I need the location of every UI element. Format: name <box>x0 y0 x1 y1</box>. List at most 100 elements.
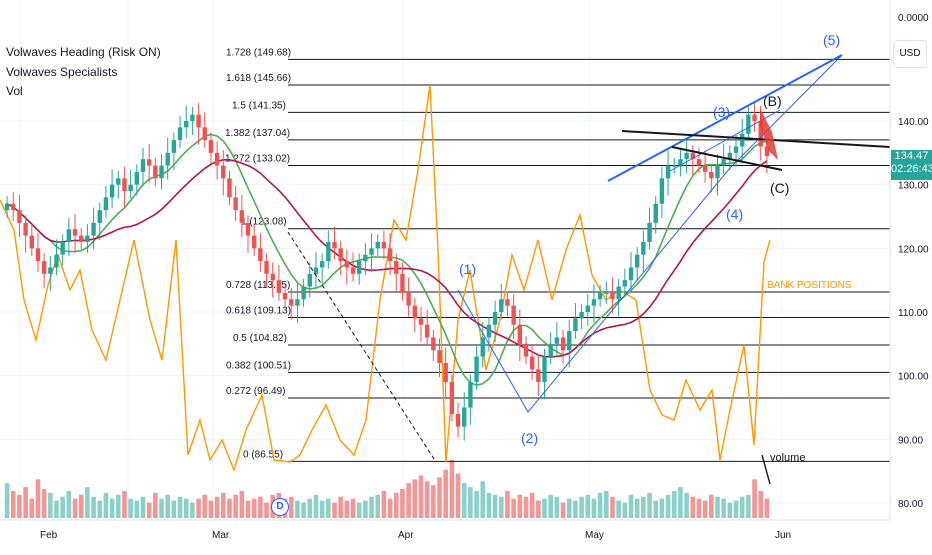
candle-body <box>387 248 393 262</box>
candle-body <box>733 146 739 153</box>
resistance-line <box>621 130 891 148</box>
volume-bar <box>529 492 535 518</box>
candle-body <box>418 318 424 325</box>
price-tick-label: 140.00 <box>898 117 929 128</box>
candle-body <box>177 127 183 141</box>
candle-body <box>338 248 343 262</box>
volume-bar <box>78 494 84 518</box>
volume-bar <box>517 494 523 518</box>
volume-bar <box>566 498 572 518</box>
candle-body <box>313 267 319 274</box>
fib-level-label: 0.5 (104.82) <box>233 333 287 344</box>
time-tick-label: Mar <box>212 530 230 541</box>
wave-label: (5) <box>823 32 840 48</box>
last-price-tag: 134.47 02:26:43 <box>891 150 932 180</box>
wave-label: (3) <box>713 104 730 120</box>
volume-bar <box>733 500 739 518</box>
volume-bar <box>239 490 245 518</box>
candle-body <box>715 165 720 179</box>
volume-bar <box>752 479 757 518</box>
volume-bar <box>214 496 220 518</box>
candle-body <box>289 299 294 306</box>
volume-bar <box>764 498 770 518</box>
candle-body <box>486 324 492 338</box>
volume-bar <box>443 469 448 518</box>
volume-bar <box>498 496 504 518</box>
volume-bar <box>492 494 498 518</box>
candle-body <box>517 324 523 344</box>
candle-body <box>146 159 152 166</box>
volume-bar <box>220 492 226 518</box>
volume-bar <box>190 502 195 518</box>
candle-body <box>11 203 16 211</box>
volume-bar <box>560 502 566 518</box>
volume-bar <box>387 498 393 518</box>
candle-body <box>363 254 368 262</box>
candle-body <box>567 331 572 351</box>
candle-body <box>412 305 417 319</box>
volume-bar <box>702 500 708 518</box>
candle-body <box>79 235 84 242</box>
candle-body <box>41 261 47 274</box>
fib-level-label: 1.382 (137.04) <box>225 128 290 139</box>
volume-bar <box>17 494 22 518</box>
volume-bar <box>326 498 331 518</box>
volume-bar <box>542 498 547 518</box>
volume-bar <box>659 498 665 518</box>
fib-level-label: 1.728 (149.68) <box>226 47 291 58</box>
candle-body <box>542 356 547 383</box>
volume-bar <box>418 475 424 518</box>
volume-bar <box>4 483 10 518</box>
volume-bar <box>109 498 115 518</box>
candle-body <box>227 178 232 198</box>
fib-level-label: 0.272 (96.49) <box>226 386 286 397</box>
volume-bar <box>344 500 350 518</box>
indicator-heading[interactable]: Volwaves Heading (Risk ON) <box>6 45 161 59</box>
candle-body <box>326 241 331 262</box>
candle-body <box>165 152 170 166</box>
volume-bar <box>412 479 418 518</box>
indicator-specialists[interactable]: Volwaves Specialists <box>6 65 118 79</box>
indicator-vol[interactable]: Vol <box>6 84 23 98</box>
volume-bar <box>97 500 103 518</box>
volume-bar <box>54 500 59 518</box>
ma-fast-line <box>6 133 768 387</box>
volume-bar <box>665 494 671 518</box>
volume-bar <box>128 498 133 518</box>
currency-button[interactable]: USD <box>893 40 927 68</box>
dividend-badge[interactable]: D <box>271 498 289 516</box>
volume-bar <box>554 496 560 518</box>
volume-bar <box>66 490 72 518</box>
volume-bar <box>295 500 300 518</box>
candle-body <box>295 299 300 306</box>
candle-body <box>153 165 158 179</box>
candle-body <box>492 312 498 325</box>
candle-body <box>4 203 10 211</box>
volume-bar <box>165 494 171 518</box>
candle-body <box>684 152 689 160</box>
volume-bar <box>91 496 96 518</box>
candle-body <box>97 210 102 223</box>
volume-bar <box>597 492 603 518</box>
candle-body <box>23 222 28 236</box>
candle-body <box>597 292 603 300</box>
candle-body <box>159 165 164 179</box>
volume-bar <box>41 489 47 518</box>
candle-body <box>449 382 455 414</box>
volume-bar <box>159 498 164 518</box>
candle-body <box>696 159 702 166</box>
volume-bar <box>313 494 319 518</box>
candle-body <box>35 248 41 262</box>
candle-body <box>480 337 485 357</box>
candle-body <box>221 165 226 179</box>
candle-body <box>554 337 560 344</box>
volume-bar <box>449 460 455 518</box>
volume-bar <box>369 496 374 518</box>
volume-bar <box>437 477 442 518</box>
candle-body <box>616 286 621 300</box>
volume-bar <box>227 498 232 518</box>
candle-body <box>60 241 65 255</box>
candle-body <box>511 305 516 325</box>
